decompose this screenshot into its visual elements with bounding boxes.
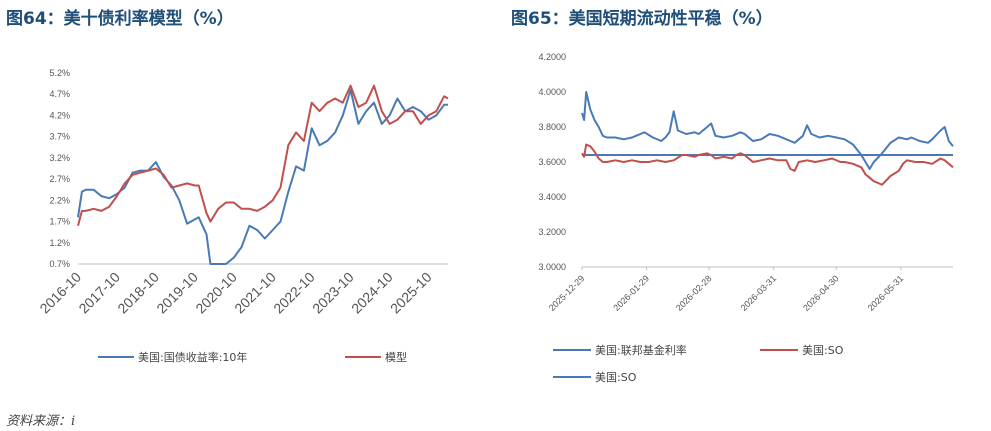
y-tick-label: 0.7% [49,259,70,269]
series-line-so-red [581,143,954,186]
x-tick-label: 2025-10 [387,269,435,317]
x-tick-label: 2020-10 [192,269,240,317]
y-tick-label: 3.2000 [538,227,566,237]
x-tick-label: 2023-10 [309,269,357,317]
x-tick-label: 2024-10 [348,269,396,317]
legend-label: 美国:联邦基金利率 [595,343,687,357]
series-line-model [77,84,449,227]
y-tick-label: 4.2% [49,110,70,120]
y-tick-label: 4.0000 [538,87,566,97]
y-tick-label: 4.7% [49,89,70,99]
legend-label: 模型 [385,350,407,364]
x-tick-label: 2025-12-29 [547,273,587,313]
source-note: 资料来源：i [6,414,76,429]
y-tick-label: 3.4000 [538,192,566,202]
y-tick-label: 3.7% [49,132,70,142]
x-tick-label: 2019-10 [153,269,201,317]
chart-title-left: 图64：美十债利率模型（%） [6,9,234,29]
y-tick-label: 3.6000 [538,157,566,167]
x-tick-label: 2016-10 [36,269,84,317]
x-tick-label: 2026-01-29 [611,273,651,313]
y-tick-label: 3.0000 [538,262,566,272]
x-tick-label: 2017-10 [75,269,123,317]
y-tick-label: 3.2% [49,153,70,163]
y-tick-label: 1.2% [49,238,70,248]
x-tick-label: 2026-02-28 [674,273,714,313]
y-tick-label: 4.2000 [538,52,566,62]
x-tick-label: 2018-10 [114,269,162,317]
series-line-so-blue [581,91,954,170]
chart-title-right: 图65：美国短期流动性平稳（%） [511,9,773,29]
y-tick-label: 5.2% [49,68,70,78]
x-tick-label: 2021-10 [231,269,279,317]
x-tick-label: 2022-10 [270,269,318,317]
y-tick-label: 2.2% [49,195,70,205]
series-line-treasury-10y [77,89,448,265]
legend-label: 美国:国债收益率:10年 [138,350,247,364]
y-tick-label: 1.7% [49,217,70,227]
y-tick-label: 2.7% [49,174,70,184]
y-tick-label: 3.8000 [538,122,566,132]
legend-label: 美国:SO [595,371,637,384]
legend-label: 美国:SO [802,344,844,357]
x-tick-label: 2026-05-31 [866,273,906,313]
x-tick-label: 2026-04-30 [801,273,841,313]
x-tick-label: 2026-03-31 [739,273,779,313]
